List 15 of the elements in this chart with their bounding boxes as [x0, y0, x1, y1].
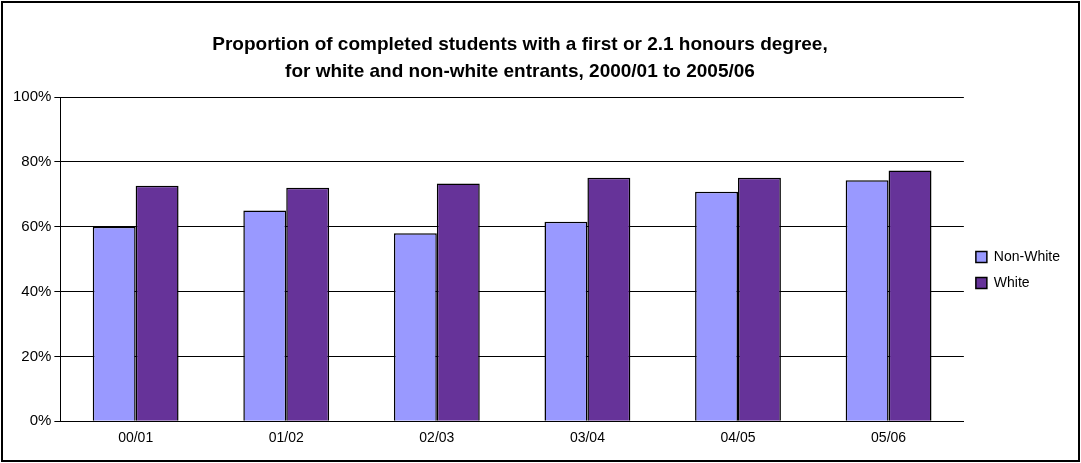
y-tick-label: 100% [12, 87, 52, 105]
y-tick-label: 60% [21, 216, 52, 234]
y-tick-label: 40% [21, 281, 52, 299]
x-tick-label: 03/04 [569, 429, 606, 446]
legend-label: White [993, 273, 1030, 290]
x-tick-label: 00/01 [118, 429, 154, 446]
x-tick-label: 01/02 [268, 429, 304, 446]
x-tick-label: 04/05 [720, 429, 756, 446]
chart-title: Proportion of completed students with a first or 2.1 honours degree, for white and non-white entrants, 2000/01 to 2005/06 [211, 32, 829, 83]
x-tick-label: 02/03 [419, 429, 455, 446]
x-tick-label: 05/06 [871, 429, 907, 446]
y-tick-label: 0% [29, 411, 52, 429]
y-tick-label: 20% [21, 346, 52, 364]
legend-label: Non-White [993, 247, 1061, 264]
y-tick-label: 80% [21, 151, 52, 169]
